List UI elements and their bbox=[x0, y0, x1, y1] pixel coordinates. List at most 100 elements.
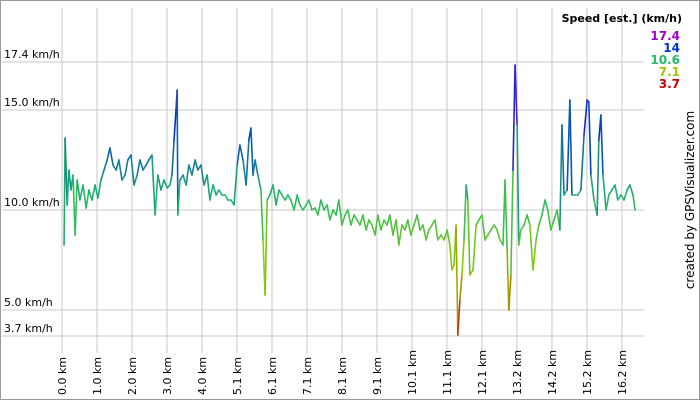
x-tick-label: 11.1 km bbox=[441, 350, 454, 395]
line-segment bbox=[163, 179, 168, 189]
line-segment bbox=[532, 239, 537, 271]
line-segment bbox=[206, 174, 211, 201]
line-segment bbox=[154, 174, 159, 216]
line-segment bbox=[514, 64, 518, 126]
line-segment bbox=[368, 219, 373, 226]
line-segment bbox=[463, 184, 467, 241]
line-segment bbox=[109, 147, 114, 166]
x-tick-label: 15.2 km bbox=[581, 350, 594, 395]
line-segment bbox=[577, 189, 582, 196]
line-segment bbox=[523, 214, 528, 226]
line-segment bbox=[254, 159, 259, 176]
line-segment bbox=[209, 184, 214, 201]
line-segment bbox=[451, 264, 455, 271]
line-segment bbox=[94, 184, 99, 199]
line-segment bbox=[422, 224, 427, 241]
labels: 3.7 km/h 5.0 km/h 10.0 km/h 15.0 km/h 17.4 k… bbox=[4, 29, 680, 395]
line-segment bbox=[260, 189, 264, 241]
line-segment bbox=[547, 209, 552, 231]
line-segment bbox=[490, 224, 495, 231]
line-segment bbox=[76, 179, 81, 201]
line-segment bbox=[185, 164, 190, 186]
line-segment bbox=[200, 164, 205, 186]
line-segment bbox=[583, 99, 588, 136]
line-segment bbox=[416, 214, 421, 231]
line-segment bbox=[602, 174, 607, 211]
x-tick-label: 2.0 km bbox=[126, 357, 139, 395]
line-segment bbox=[428, 224, 433, 231]
line-segment bbox=[215, 189, 220, 196]
line-segment bbox=[66, 169, 70, 206]
line-segment bbox=[284, 194, 289, 201]
x-tick-label: 4.0 km bbox=[196, 357, 209, 395]
line-segment bbox=[469, 269, 474, 276]
line-segment bbox=[413, 214, 418, 226]
line-segment bbox=[329, 209, 334, 221]
x-tick-label: 5.1 km bbox=[231, 357, 244, 395]
line-segment bbox=[518, 229, 522, 246]
line-segment bbox=[212, 184, 217, 196]
line-segment bbox=[484, 234, 489, 241]
line-segment bbox=[600, 114, 604, 176]
x-tick-label: 14.2 km bbox=[546, 350, 559, 395]
line-segment bbox=[130, 154, 135, 186]
line-segment bbox=[118, 159, 123, 181]
line-segment bbox=[590, 174, 595, 201]
line-segment bbox=[465, 184, 469, 201]
line-segment bbox=[338, 199, 343, 226]
line-segment bbox=[496, 229, 501, 241]
line-segment bbox=[169, 174, 173, 186]
line-segment bbox=[398, 224, 403, 246]
x-tick-label: 8.1 km bbox=[336, 357, 349, 395]
y-tick-label: 5.0 km/h bbox=[4, 296, 53, 309]
line-segment bbox=[275, 189, 280, 206]
line-segment bbox=[176, 89, 179, 216]
line-segment bbox=[194, 159, 199, 171]
line-segment bbox=[457, 299, 461, 336]
line-segment bbox=[475, 219, 480, 226]
x-tick-label: 7.1 km bbox=[301, 357, 314, 395]
line-segment bbox=[529, 224, 534, 271]
line-segment bbox=[365, 219, 370, 231]
legend-value: 14 bbox=[663, 41, 680, 55]
line-segment bbox=[538, 214, 543, 226]
line-segment bbox=[389, 214, 394, 236]
line-segment bbox=[82, 184, 87, 209]
x-tick-label: 6.1 km bbox=[266, 357, 279, 395]
line-segment bbox=[121, 174, 126, 181]
line-segment bbox=[596, 139, 600, 216]
line-segment bbox=[623, 189, 628, 201]
line-segment bbox=[459, 274, 463, 301]
line-segment bbox=[266, 194, 271, 201]
line-segment bbox=[467, 199, 471, 276]
line-segment bbox=[347, 209, 352, 226]
x-tick-label: 10.1 km bbox=[406, 350, 419, 395]
line-segment bbox=[218, 189, 223, 196]
line-segment bbox=[377, 214, 382, 231]
line-segment bbox=[472, 224, 477, 271]
y-tick-label: 17.4 km/h bbox=[4, 48, 60, 61]
line-segment bbox=[177, 179, 181, 216]
line-segment bbox=[278, 189, 283, 196]
line-segment bbox=[97, 179, 102, 199]
x-tick-label: 13.2 km bbox=[511, 350, 524, 395]
line-segment bbox=[449, 244, 453, 271]
line-segment bbox=[526, 214, 531, 226]
line-segment bbox=[236, 144, 241, 166]
line-segment bbox=[317, 199, 322, 216]
line-segment bbox=[233, 164, 238, 206]
line-segment bbox=[103, 159, 108, 171]
line-segment bbox=[173, 107, 177, 141]
line-segment bbox=[257, 174, 262, 191]
line-segment bbox=[629, 184, 634, 196]
line-segment bbox=[287, 194, 292, 201]
line-segment bbox=[504, 179, 508, 251]
line-segment bbox=[308, 199, 313, 211]
line-segment bbox=[157, 174, 162, 191]
x-tick-label: 1.0 km bbox=[91, 357, 104, 395]
x-tick-label: 9.1 km bbox=[371, 357, 384, 395]
line-segment bbox=[563, 189, 568, 196]
y-tick-label: 3.7 km/h bbox=[4, 322, 53, 335]
legend-title: Speed [est.] (km/h) bbox=[562, 12, 682, 25]
